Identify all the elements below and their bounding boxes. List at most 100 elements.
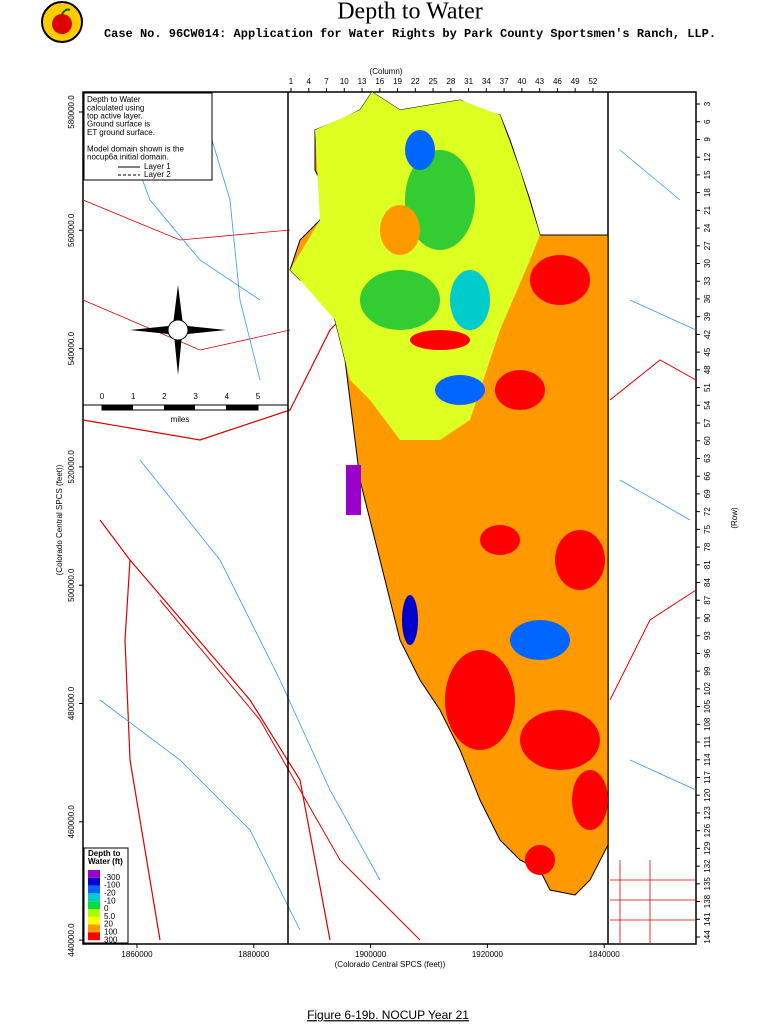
column-tick-label: 13 bbox=[358, 77, 367, 86]
scale-tick-label: 0 bbox=[100, 392, 105, 401]
row-tick-label: 27 bbox=[703, 241, 712, 250]
info-box bbox=[83, 92, 213, 181]
legend-label: -20 bbox=[104, 889, 116, 898]
legend-title: Water (ft) bbox=[88, 857, 123, 866]
logo bbox=[41, 1, 83, 43]
column-tick-label: 49 bbox=[571, 77, 580, 86]
row-tick-label: 87 bbox=[703, 595, 712, 604]
row-tick-label: 102 bbox=[703, 682, 712, 696]
legend-label: -300 bbox=[104, 873, 121, 882]
column-label: (Column) bbox=[370, 67, 403, 76]
row-tick-label: 111 bbox=[703, 735, 712, 748]
row-tick-label: 57 bbox=[703, 418, 712, 427]
info-text: Ground surface is bbox=[87, 120, 150, 129]
column-tick-label: 52 bbox=[588, 77, 597, 86]
y-tick-label: 520000.0 bbox=[67, 450, 76, 484]
row-tick-label: 66 bbox=[703, 471, 712, 480]
legend-label: 20 bbox=[104, 920, 113, 929]
row-tick-label: 15 bbox=[703, 170, 712, 179]
row-tick-label: 99 bbox=[703, 666, 712, 675]
row-tick-label: 117 bbox=[703, 771, 712, 784]
compass bbox=[130, 285, 226, 375]
info-text: Depth to Water bbox=[87, 95, 141, 104]
row-tick-label: 138 bbox=[703, 894, 712, 908]
scale-tick-label: 4 bbox=[225, 392, 230, 401]
row-label: (Row) bbox=[730, 507, 739, 529]
row-tick-label: 105 bbox=[703, 699, 712, 713]
row-tick-label: 12 bbox=[703, 152, 712, 161]
y-tick-label: 540000.0 bbox=[67, 331, 76, 365]
row-tick-label: 141 bbox=[703, 912, 712, 926]
column-tick-label: 10 bbox=[340, 77, 349, 86]
y-tick-label: 580000.0 bbox=[67, 95, 76, 129]
row-tick-label: 51 bbox=[703, 383, 712, 392]
x-tick-label: 1920000 bbox=[472, 950, 504, 959]
legend-swatch bbox=[88, 877, 100, 886]
row-tick-label: 126 bbox=[703, 823, 712, 837]
y-tick-label: 480000.0 bbox=[67, 686, 76, 720]
scale-tick-label: 2 bbox=[162, 392, 167, 401]
scale-tick-label: 1 bbox=[131, 392, 136, 401]
layer2-label: Layer 2 bbox=[144, 170, 171, 179]
row-tick-label: 45 bbox=[703, 347, 712, 356]
column-tick-label: 7 bbox=[324, 77, 329, 86]
legend-swatch bbox=[88, 909, 100, 917]
title: Depth to Water bbox=[337, 0, 483, 25]
column-tick-label: 40 bbox=[517, 77, 526, 86]
row-tick-label: 108 bbox=[703, 717, 712, 731]
info-text: calculated using bbox=[87, 103, 144, 112]
legend-label: 100 bbox=[104, 928, 118, 937]
row-tick-label: 6 bbox=[703, 119, 712, 124]
column-tick-label: 25 bbox=[429, 77, 438, 86]
row-tick-label: 9 bbox=[703, 137, 712, 142]
scale-bar bbox=[226, 405, 258, 410]
info-text: top active layer. bbox=[87, 112, 143, 121]
row-tick-label: 90 bbox=[703, 613, 712, 622]
row-tick-label: 132 bbox=[703, 859, 712, 873]
info-text: Model domain shown is the bbox=[87, 144, 184, 153]
row-tick-label: 21 bbox=[703, 205, 712, 214]
scale-tick-label: 3 bbox=[193, 392, 198, 401]
column-tick-label: 16 bbox=[375, 77, 384, 86]
legend-swatch bbox=[88, 932, 100, 941]
row-tick-label: 63 bbox=[703, 453, 712, 462]
legend-swatch bbox=[88, 885, 100, 894]
column-tick-label: 34 bbox=[482, 77, 491, 86]
row-tick-label: 3 bbox=[703, 101, 712, 106]
legend-swatch bbox=[88, 893, 100, 902]
legend-label: -100 bbox=[104, 881, 121, 890]
column-tick-label: 31 bbox=[464, 77, 473, 86]
y-tick-label: 460000.0 bbox=[67, 805, 76, 839]
legend-swatch bbox=[88, 916, 100, 925]
subtitle: Case No. 96CW014: Application for Water … bbox=[104, 27, 716, 41]
row-tick-label: 33 bbox=[703, 276, 712, 285]
row-tick-label: 84 bbox=[703, 578, 712, 587]
y-axis-label: (Colorado Central SPCS (feet)) bbox=[55, 464, 64, 575]
column-tick-label: 19 bbox=[393, 77, 402, 86]
column-tick-label: 1 bbox=[289, 77, 294, 86]
column-tick-label: 22 bbox=[411, 77, 420, 86]
column-tick-label: 4 bbox=[307, 77, 312, 86]
legend-title: Depth to bbox=[88, 849, 121, 858]
legend-swatch bbox=[88, 870, 100, 878]
y-tick-label: 440000.0 bbox=[67, 923, 76, 957]
row-tick-label: 42 bbox=[703, 329, 712, 338]
x-tick-label: 1900000 bbox=[355, 950, 387, 959]
row-tick-label: 96 bbox=[703, 648, 712, 657]
model-domain bbox=[289, 91, 609, 896]
legend-swatch bbox=[88, 901, 100, 909]
legend-swatch bbox=[88, 924, 100, 933]
column-tick-label: 37 bbox=[500, 77, 509, 86]
y-tick-label: 560000.0 bbox=[67, 213, 76, 247]
column-tick-label: 28 bbox=[446, 77, 455, 86]
row-tick-label: 75 bbox=[703, 524, 712, 533]
y-tick-label: 500000.0 bbox=[67, 568, 76, 602]
row-tick-label: 81 bbox=[703, 560, 712, 569]
row-tick-label: 18 bbox=[703, 188, 712, 197]
x-tick-label: 1860000 bbox=[121, 950, 153, 959]
layer1-label: Layer 1 bbox=[144, 162, 171, 171]
x-axis-label: (Colorado Central SPCS (feet)) bbox=[335, 960, 446, 969]
row-tick-label: 54 bbox=[703, 400, 712, 409]
row-tick-label: 93 bbox=[703, 631, 712, 640]
row-tick-label: 48 bbox=[703, 365, 712, 374]
